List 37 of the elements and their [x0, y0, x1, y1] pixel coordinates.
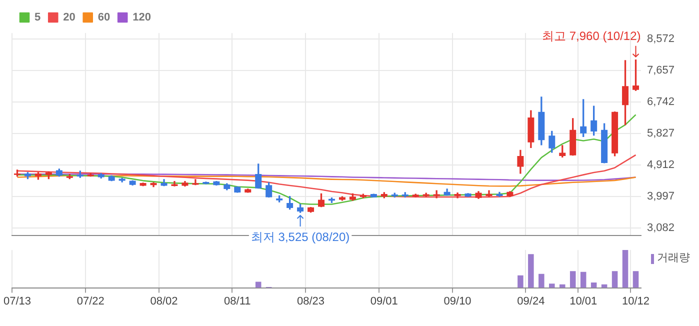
- annotation: 최고 7,960 (10/12): [542, 29, 641, 44]
- x-tick-label: 09/24: [517, 295, 545, 308]
- legend-label: 60: [98, 12, 110, 24]
- bar: [612, 271, 618, 288]
- bar: [559, 284, 566, 288]
- candlestick: [464, 193, 472, 197]
- bar: [622, 250, 628, 288]
- y-tick-label: 7,657: [647, 64, 675, 76]
- x-tick-label: 07/13: [3, 295, 32, 308]
- x-tick-label: 10/12: [622, 295, 650, 308]
- y-tick-label: 6,742: [647, 96, 675, 108]
- bar: [590, 282, 597, 288]
- y-tick-label: 5,827: [647, 127, 675, 140]
- candlestick: [213, 181, 220, 186]
- legend-label: 120: [132, 12, 151, 24]
- x-tick-label: 08/23: [297, 295, 325, 308]
- bar: [632, 271, 639, 288]
- bar: [538, 274, 544, 288]
- x-tick-label: 08/11: [224, 295, 251, 308]
- x-tick-label: 09/10: [444, 295, 472, 308]
- bar: [518, 275, 524, 288]
- bar: [580, 272, 586, 288]
- x-tick-label: 10/01: [570, 295, 598, 308]
- x-tick-label: 09/01: [370, 295, 398, 308]
- legend-label: 거래량: [657, 252, 690, 265]
- y-tick-label: 4,912: [647, 158, 675, 171]
- legend-label: 5: [34, 12, 41, 24]
- y-tick-label: 3,082: [647, 222, 675, 234]
- y-tick-label: 3,997: [647, 190, 675, 202]
- bar: [549, 284, 555, 288]
- bar: [528, 254, 534, 288]
- y-tick-label: 8,572: [647, 32, 675, 45]
- x-tick-label: 08/02: [150, 295, 178, 308]
- x-tick-label: 07/22: [76, 295, 104, 308]
- annotation: 최저 3,525 (08/20): [250, 230, 350, 244]
- bar: [570, 271, 576, 288]
- legend-label: 20: [63, 12, 76, 24]
